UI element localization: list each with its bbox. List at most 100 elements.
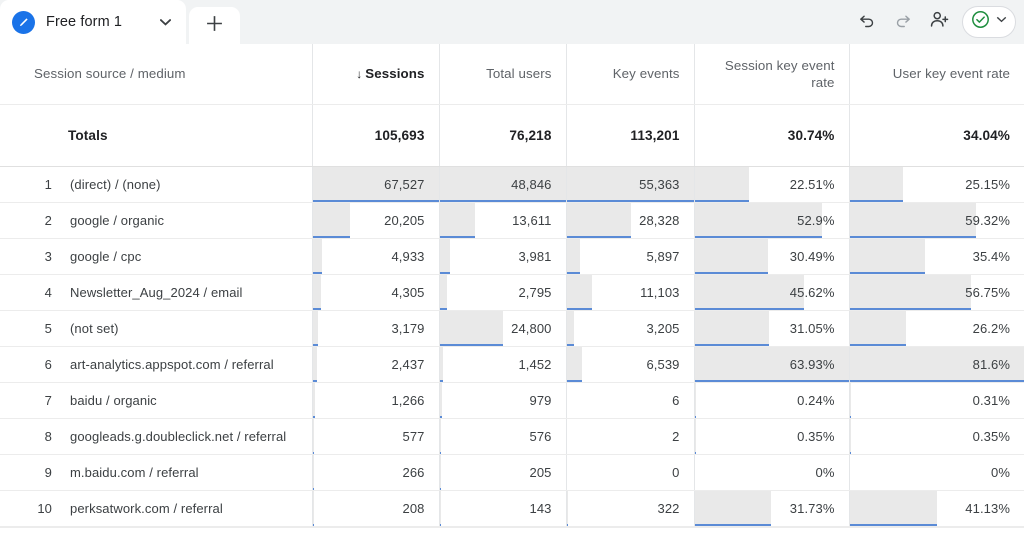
row-key_events-cell: 2 [566, 418, 695, 455]
table-row[interactable]: 2 google / organic 20,205 13,611 28,328 52.9%… [0, 202, 1024, 239]
row-dimension-cell[interactable]: 10 perksatwork.com / referral [0, 490, 313, 527]
metric-bar-underline-skr [694, 451, 696, 454]
metric-cell-key_events: 2 [567, 419, 694, 454]
metric-bar-users [439, 166, 566, 202]
table-row[interactable]: 9 m.baidu.com / referral 266 205 0 0% 0% [0, 454, 1024, 491]
column-header-total-users[interactable]: Total users [439, 44, 567, 105]
row-sessions-cell: 3,179 [312, 310, 440, 347]
metric-bar-skr [694, 202, 822, 238]
table-row[interactable]: 10 perksatwork.com / referral 208 143 322 31.… [0, 490, 1024, 527]
redo-button[interactable] [886, 5, 920, 39]
row-dimension-label: (not set) [70, 320, 119, 336]
row-sessions-cell: 20,205 [312, 202, 440, 239]
row-key_events-cell: 3,205 [566, 310, 695, 347]
totals-sessions-cell: 105,693 [312, 104, 440, 167]
column-header-user-key-event-rate[interactable]: User key event rate [849, 44, 1024, 105]
metric-bar-sessions [312, 310, 319, 346]
metric-cell-sessions: 208 [312, 490, 439, 526]
row-dimension-cell[interactable]: 4 Newsletter_Aug_2024 / email [0, 274, 313, 311]
row-dimension-cell[interactable]: 6 art-analytics.appspot.com / referral [0, 346, 313, 383]
metric-bar-underline-sessions [312, 271, 322, 274]
metric-cell-ukr: 81.6% [849, 346, 1024, 382]
sort-desc-icon: ↓ [356, 67, 363, 82]
row-ukr-cell: 25.15% [849, 166, 1024, 203]
metric-value-key_events: 0 [672, 464, 680, 480]
chevron-down-icon[interactable] [154, 11, 176, 33]
metric-bar-underline-skr [694, 199, 749, 202]
metric-value-sessions: 2,437 [391, 356, 425, 372]
metric-bar-skr [694, 238, 768, 274]
metric-bar-users [439, 454, 441, 490]
column-header-dimension-label: Session source / medium [34, 66, 186, 82]
tab-list: Free form 1 [0, 0, 240, 44]
save-status-button[interactable] [962, 6, 1016, 38]
table-row[interactable]: 5 (not set) 3,179 24,800 3,205 31.05% 26.2% [0, 310, 1024, 347]
table-row[interactable]: 3 google / cpc 4,933 3,981 5,897 30.49% 35.4% [0, 238, 1024, 275]
row-dimension-cell[interactable]: 3 google / cpc [0, 238, 313, 275]
row-dimension-cell[interactable]: 5 (not set) [0, 310, 313, 347]
table-row[interactable]: 6 art-analytics.appspot.com / referral 2,4… [0, 346, 1024, 383]
undo-button[interactable] [850, 5, 884, 39]
table-row[interactable]: 4 Newsletter_Aug_2024 / email 4,305 2,795 11… [0, 274, 1024, 311]
column-header-key-events[interactable]: Key events [566, 44, 695, 105]
metric-bar-underline-ukr [849, 307, 971, 310]
metric-cell-skr: 52.9% [694, 202, 849, 238]
table-row[interactable]: 1 (direct) / (none) 67,527 48,846 55,363 22.5… [0, 166, 1024, 203]
metric-value-users: 3,981 [518, 248, 552, 264]
row-index: 1 [44, 176, 52, 192]
metric-bar-underline-ukr [849, 523, 938, 526]
row-sessions-cell: 2,437 [312, 346, 440, 383]
row-dimension-cell[interactable]: 7 baidu / organic [0, 382, 313, 419]
row-users-cell: 143 [439, 490, 567, 527]
metric-bar-skr [694, 418, 696, 454]
table-row[interactable]: 7 baidu / organic 1,266 979 6 0.24% 0.31% [0, 382, 1024, 419]
metric-bar-key_events [566, 490, 568, 526]
metric-cell-skr: 0% [695, 455, 849, 490]
row-dimension-cell[interactable]: 8 googleads.g.doubleclick.net / referral [0, 418, 313, 455]
column-header-sessions[interactable]: ↓ Sessions [312, 44, 440, 105]
redo-icon [893, 10, 913, 35]
metric-cell-ukr: 35.4% [849, 238, 1024, 274]
metric-cell-ukr: 0% [850, 455, 1024, 490]
row-dimension-cell[interactable]: 2 google / organic [0, 202, 313, 239]
metric-bar-skr [694, 274, 805, 310]
metric-bar-users [439, 274, 447, 310]
metric-value-skr: 31.05% [789, 320, 835, 336]
totals-row: Totals 105,693 76,218 113,201 30.74% 34.04% [0, 104, 1024, 167]
metric-cell-key_events: 6,539 [566, 346, 694, 382]
column-header-session-key-event-rate[interactable]: Session key event rate [694, 44, 850, 105]
metric-bar-users [439, 418, 441, 454]
metric-value-skr: 0% [815, 464, 835, 480]
row-dimension-label: perksatwork.com / referral [70, 500, 223, 516]
row-ukr-cell: 81.6% [849, 346, 1024, 383]
metric-value-ukr: 0.31% [972, 392, 1010, 408]
row-dimension-cell[interactable]: 9 m.baidu.com / referral [0, 454, 313, 491]
metric-cell-users: 205 [439, 454, 566, 490]
table-row[interactable]: 8 googleads.g.doubleclick.net / referral 5… [0, 418, 1024, 455]
tab-strip: Free form 1 [0, 0, 1024, 44]
metric-cell-ukr: 25.15% [849, 166, 1024, 202]
column-header-dimension[interactable]: Session source / medium [0, 44, 313, 105]
row-ukr-cell: 0% [849, 454, 1024, 491]
row-dimension-cell[interactable]: 1 (direct) / (none) [0, 166, 313, 203]
top-action-bar [850, 0, 1016, 44]
metric-cell-sessions: 20,205 [312, 202, 439, 238]
column-header-user-key-event-rate-label: User key event rate [892, 66, 1010, 82]
totals-ukr-value: 34.04% [963, 127, 1010, 143]
metric-cell-ukr: 26.2% [849, 310, 1024, 346]
metric-value-key_events: 55,363 [639, 176, 680, 192]
metric-bar-key_events [566, 274, 592, 310]
metric-cell-users: 48,846 [439, 166, 566, 202]
metric-value-skr: 52.9% [797, 212, 835, 228]
add-tab-button[interactable] [189, 7, 240, 44]
row-skr-cell: 52.9% [694, 202, 850, 239]
share-button[interactable] [922, 5, 956, 39]
tab-title: Free form 1 [46, 14, 123, 30]
metric-bar-underline-sessions [312, 307, 321, 310]
row-users-cell: 24,800 [439, 310, 567, 347]
row-dimension-label: baidu / organic [70, 392, 157, 408]
tab-free-form-1[interactable]: Free form 1 [0, 0, 186, 44]
row-key_events-cell: 322 [566, 490, 695, 527]
totals-users-cell: 76,218 [439, 104, 567, 167]
metric-bar-sessions [312, 202, 351, 238]
